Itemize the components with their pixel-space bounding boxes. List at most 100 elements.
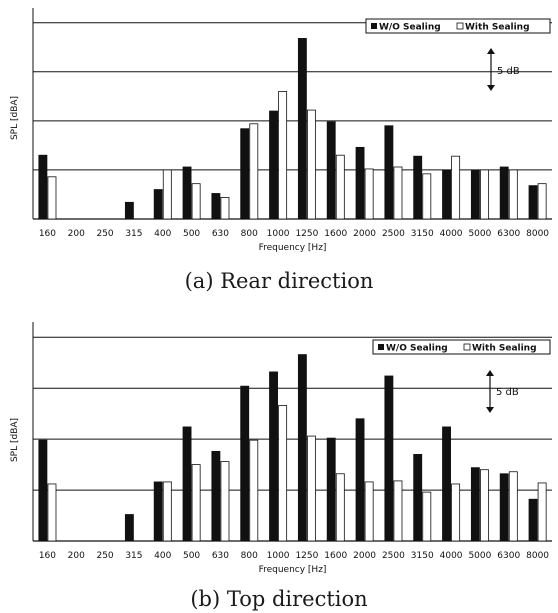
x-tick-label: 6300 xyxy=(497,551,520,561)
bar-wo-sealing xyxy=(124,201,134,220)
bar-with-sealing xyxy=(162,481,172,542)
chart-caption: (a) Rear direction xyxy=(185,269,374,293)
bar-with-sealing xyxy=(307,435,316,542)
bar-wo-sealing xyxy=(326,437,336,542)
x-tick-label: 1000 xyxy=(267,551,290,561)
x-tick-label: 4000 xyxy=(440,551,463,561)
bar-wo-sealing xyxy=(442,169,451,220)
y-axis-label: SPL [dBA] xyxy=(10,96,20,140)
bar-wo-sealing xyxy=(153,481,163,542)
bar-wo-sealing xyxy=(240,385,250,542)
bar-wo-sealing xyxy=(297,38,307,220)
legend-swatch-with-sealing xyxy=(456,22,464,30)
bar-with-sealing xyxy=(508,471,518,542)
bar-with-sealing xyxy=(451,155,461,220)
legend-label-with-sealing: With Sealing xyxy=(465,23,530,33)
bar-wo-sealing xyxy=(269,110,278,220)
x-tick-label: 2500 xyxy=(382,229,405,239)
bar-with-sealing xyxy=(335,154,345,220)
legend-label-with-sealing: With Sealing xyxy=(472,344,537,354)
bar-wo-sealing xyxy=(182,166,192,220)
bar-wo-sealing xyxy=(384,125,394,220)
bar-with-sealing xyxy=(422,173,432,220)
rear-direction-chart: 160 200 250 315 400 500 630 800 1000 1250 1600 2000… xyxy=(10,8,552,293)
x-tick-label: 160 xyxy=(39,551,56,561)
bar-wo-sealing xyxy=(528,185,538,220)
bar-wo-sealing xyxy=(297,354,307,542)
x-tick-label: 315 xyxy=(125,229,142,239)
x-tick-label: 1250 xyxy=(295,551,318,561)
x-tick-label: 500 xyxy=(183,229,200,239)
x-tick-label: 3150 xyxy=(411,551,434,561)
bar-wo-sealing xyxy=(442,426,451,542)
bar-wo-sealing xyxy=(470,467,480,542)
bar-with-sealing xyxy=(249,439,259,542)
bar-wo-sealing xyxy=(38,154,48,220)
bar-wo-sealing xyxy=(413,155,423,220)
x-axis-label: Frequency [Hz] xyxy=(259,565,327,575)
bar-wo-sealing xyxy=(499,473,509,542)
x-tick-label: 400 xyxy=(154,229,171,239)
bar-wo-sealing xyxy=(470,169,480,220)
bar-wo-sealing xyxy=(124,514,134,542)
x-tick-label: 500 xyxy=(183,551,200,561)
x-tick-label: 200 xyxy=(68,229,85,239)
x-tick-label: 1600 xyxy=(324,551,347,561)
x-tick-label: 800 xyxy=(241,551,258,561)
bar-wo-sealing xyxy=(269,371,278,542)
bar-with-sealing xyxy=(191,464,201,542)
x-axis-label: Frequency [Hz] xyxy=(259,243,327,253)
bar-with-sealing xyxy=(307,109,316,220)
x-tick-label: 630 xyxy=(212,229,229,239)
bar-with-sealing xyxy=(278,405,288,542)
scale-arrow-up-icon xyxy=(487,48,495,54)
x-tick-label: 5000 xyxy=(468,229,491,239)
bar-with-sealing xyxy=(191,183,201,220)
bar-with-sealing xyxy=(220,461,230,542)
x-tick-label: 160 xyxy=(39,229,56,239)
bar-with-sealing xyxy=(364,168,374,220)
bar-wo-sealing xyxy=(211,450,221,542)
bar-with-sealing xyxy=(47,483,57,542)
x-tick-label: 315 xyxy=(125,551,142,561)
bar-with-sealing xyxy=(480,169,489,220)
x-tick-label: 250 xyxy=(96,551,113,561)
x-tick-label: 1250 xyxy=(295,229,318,239)
chart-caption: (b) Top direction xyxy=(190,587,367,611)
x-tick-label: 1000 xyxy=(267,229,290,239)
legend-box xyxy=(372,339,551,355)
bar-wo-sealing xyxy=(413,454,423,542)
scale-bar-label: 5 dB xyxy=(496,387,519,398)
x-tick-label: 2000 xyxy=(353,551,376,561)
scale-arrow-down-icon xyxy=(487,85,495,91)
x-tick-label: 8000 xyxy=(526,551,549,561)
bar-with-sealing xyxy=(537,183,547,220)
x-tick-label: 2500 xyxy=(382,551,405,561)
x-tick-label: 1600 xyxy=(324,229,347,239)
bar-wo-sealing xyxy=(211,193,221,220)
bar-with-sealing xyxy=(162,169,172,220)
x-tick-label: 8000 xyxy=(526,229,549,239)
bar-wo-sealing xyxy=(153,189,163,220)
bar-with-sealing xyxy=(220,197,230,220)
bar-with-sealing xyxy=(451,483,461,542)
legend-swatch-wo-sealing xyxy=(371,23,377,29)
x-tick-label: 400 xyxy=(154,551,171,561)
x-tick-label: 630 xyxy=(212,551,229,561)
y-axis-label: SPL [dBA] xyxy=(10,418,20,462)
bar-wo-sealing xyxy=(355,418,365,542)
top-direction-chart: 160 200 250 315 400 500 630 800 1000 1250 1600 2000… xyxy=(10,322,552,611)
x-tick-label: 2000 xyxy=(353,229,376,239)
bar-wo-sealing xyxy=(355,146,365,220)
x-tick-label: 6300 xyxy=(497,229,520,239)
x-tick-label: 250 xyxy=(96,229,113,239)
bar-with-sealing xyxy=(422,491,432,542)
bar-with-sealing xyxy=(480,469,489,542)
bar-with-sealing xyxy=(278,91,288,220)
x-tick-label: 200 xyxy=(68,551,85,561)
bar-with-sealing xyxy=(335,473,345,542)
bar-wo-sealing xyxy=(326,121,336,220)
bar-with-sealing xyxy=(508,169,518,220)
bar-with-sealing xyxy=(364,481,374,542)
